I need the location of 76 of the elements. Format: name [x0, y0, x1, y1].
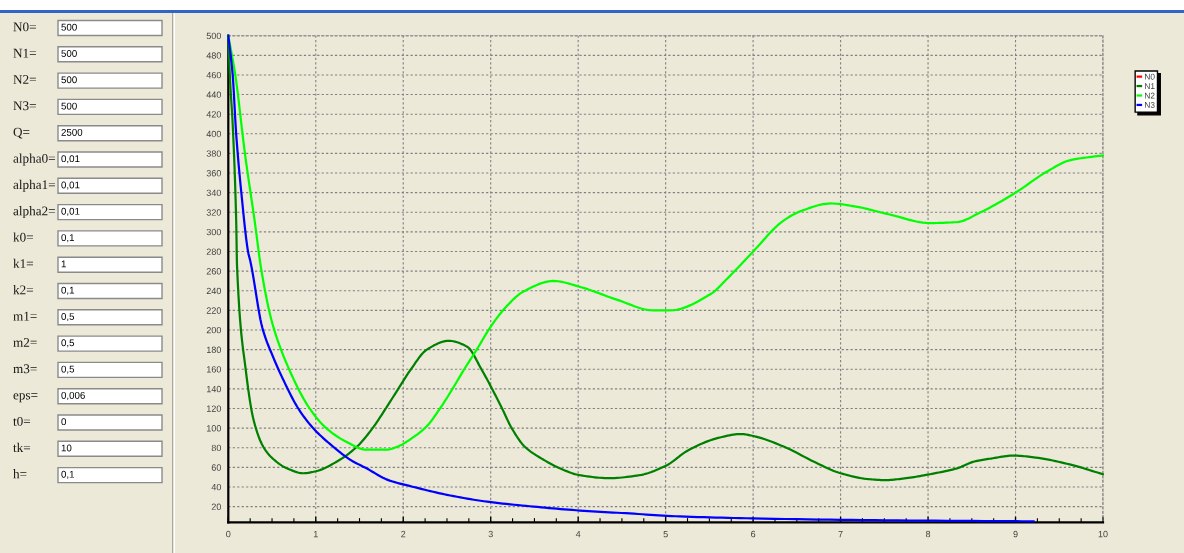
- y-tick-label: 120: [206, 405, 221, 412]
- y-tick-label: 240: [206, 287, 221, 295]
- x-tick-label: 10: [1098, 530, 1108, 538]
- text: 500: [61, 23, 77, 31]
- x-tick-label: 2: [401, 530, 406, 538]
- x-tick-label: 6: [751, 530, 756, 538]
- category-label: N2=: [13, 75, 36, 84]
- y-tick-label: 20: [211, 503, 221, 510]
- category-label: m3=: [13, 364, 37, 374]
- text: 2500: [61, 128, 83, 136]
- text: 0,5: [61, 365, 75, 374]
- category-label: alpha2=: [13, 206, 55, 219]
- y-tick-label: 400: [206, 130, 221, 138]
- text: 500: [61, 50, 77, 57]
- text: 500: [61, 76, 77, 84]
- text: 10: [61, 444, 72, 452]
- legend-label: N3: [1145, 102, 1155, 108]
- y-tick-label: 420: [206, 111, 221, 118]
- category-label: N3=: [13, 101, 36, 111]
- text: 0,1: [61, 286, 75, 295]
- category-label: N1=: [13, 48, 36, 58]
- y-tick-label: 60: [211, 464, 221, 471]
- text: 0,5: [61, 339, 75, 348]
- category-label: alpha0=: [13, 153, 55, 166]
- y-tick-label: 500: [206, 32, 221, 40]
- y-tick-label: 100: [206, 425, 221, 432]
- x-tick-label: 7: [838, 530, 843, 538]
- y-tick-label: 260: [206, 268, 221, 275]
- text: 0,5: [61, 313, 75, 322]
- y-tick-label: 200: [206, 326, 221, 334]
- legend-label: N0: [1145, 73, 1155, 80]
- category-label: k1=: [13, 258, 33, 268]
- category-label: tk=: [13, 442, 31, 453]
- legend-label: N2: [1145, 92, 1155, 99]
- y-tick-label: 220: [206, 307, 221, 314]
- category-label: m2=: [13, 338, 37, 347]
- y-tick-label: 320: [206, 209, 221, 216]
- x-tick-label: 4: [575, 530, 581, 538]
- text: 500: [61, 102, 77, 110]
- y-tick-label: 440: [206, 91, 221, 98]
- category-label: alpha1=: [13, 179, 55, 192]
- y-tick-label: 40: [211, 483, 221, 491]
- text: 0,1: [61, 470, 75, 479]
- y-tick-label: 140: [206, 385, 221, 393]
- text: 1: [61, 260, 66, 268]
- category-label: N0=: [13, 22, 36, 32]
- x-tick-label: 5: [663, 530, 668, 538]
- legend-label: N1: [1145, 83, 1155, 89]
- y-tick-label: 380: [206, 150, 221, 157]
- category-label: Q=: [13, 127, 30, 139]
- text: 0: [61, 418, 67, 426]
- x-tick-label: 1: [313, 530, 318, 538]
- category-label: t0=: [13, 416, 31, 426]
- text: 0,01: [61, 155, 80, 164]
- text: 0,01: [61, 207, 80, 216]
- category-label: eps=: [13, 393, 38, 403]
- y-tick-label: 340: [206, 189, 221, 197]
- text: 0,01: [61, 181, 80, 190]
- x-tick-label: 0: [226, 530, 231, 538]
- y-tick-label: 180: [206, 346, 221, 353]
- category-label: k2=: [13, 285, 33, 295]
- text: 0,006: [61, 391, 85, 400]
- y-tick-label: 80: [211, 444, 221, 452]
- y-tick-label: 300: [206, 228, 221, 236]
- category-label: k0=: [13, 232, 33, 242]
- y-tick-label: 360: [206, 170, 221, 177]
- category-label: h=: [13, 469, 27, 479]
- y-tick-label: 280: [206, 248, 221, 255]
- y-tick-label: 480: [206, 52, 221, 59]
- category-label: m1=: [13, 311, 37, 321]
- y-tick-label: 460: [206, 71, 221, 79]
- text: 0,1: [61, 234, 75, 243]
- x-tick-label: 9: [1013, 530, 1018, 538]
- y-tick-label: 160: [206, 366, 221, 373]
- x-tick-label: 8: [925, 530, 931, 538]
- x-tick-label: 3: [488, 530, 493, 538]
